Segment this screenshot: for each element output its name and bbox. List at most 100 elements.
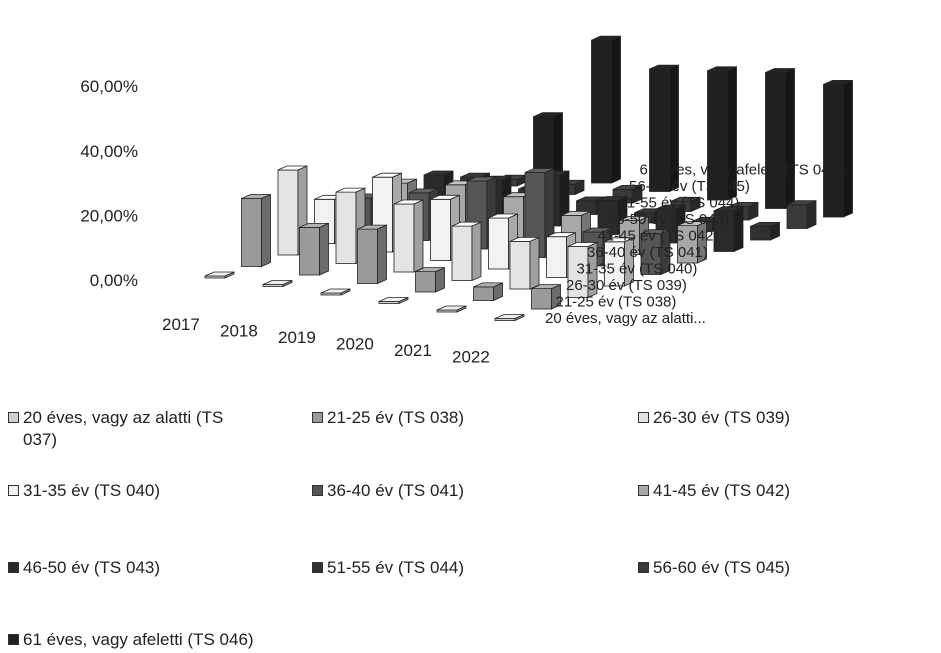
y-tick-label: 40,00% (80, 142, 138, 161)
x-tick-label: 2018 (220, 322, 258, 341)
depth-tick-label: 41-45 év (TS 042) (598, 228, 719, 245)
bar (591, 35, 621, 184)
bar-top-face (335, 187, 366, 193)
x-tick-label: 2017 (162, 315, 200, 334)
bar-side-face (319, 222, 329, 276)
legend-label: 36-40 év (TS 041) (327, 481, 465, 500)
bar-top-face (567, 242, 598, 247)
bar-side-face (471, 221, 482, 282)
legend-swatch (638, 485, 649, 496)
bar-top-face (436, 305, 467, 311)
y-tick-label: 60,00% (80, 77, 138, 96)
legend-label: 46-50 év (TS 043) (23, 558, 161, 577)
legend-item: 56-60 év (TS 045) (638, 557, 938, 579)
bar-top-face (765, 68, 795, 73)
bar-front-face (786, 204, 808, 229)
bar-top-face (494, 314, 525, 319)
bar-front-face (765, 72, 786, 209)
legend-swatch (312, 412, 323, 423)
chart-area: 0,00% 20,00% 40,00% 60,00% 2017 2018 2019 2020 2… (80, 35, 853, 367)
bar-top-face (357, 224, 387, 230)
bar-side-face (733, 206, 744, 253)
bar-side-face (261, 193, 271, 268)
bar (604, 237, 634, 287)
bar (750, 221, 780, 241)
bar-top-face (408, 188, 439, 194)
bar-front-face (430, 198, 451, 261)
bar (677, 220, 707, 264)
bar (765, 67, 795, 210)
bar-front-face (488, 217, 509, 270)
bar-front-face (357, 228, 378, 284)
legend-swatch (8, 562, 19, 573)
bar-side-face (785, 67, 795, 210)
bar-top-face (655, 204, 686, 210)
depth-tick-label: 56-60 év (TS 045) (629, 178, 750, 195)
legend-swatch (638, 412, 649, 423)
bar-top-face (430, 194, 460, 200)
legend-item: 20 éves, vagy az alatti (TS 037) (8, 407, 258, 451)
bar-top-face (241, 194, 271, 199)
depth-tick-label: 31-35 év (TS 040) (577, 261, 698, 278)
x-tick-label: 2022 (452, 348, 490, 367)
bar (713, 206, 744, 253)
bar-top-face (531, 284, 561, 290)
bar (640, 229, 671, 276)
bar-front-face (750, 225, 771, 241)
bar (415, 266, 445, 293)
bar-top-face (393, 199, 424, 205)
bar-top-face (582, 227, 613, 233)
legend-item: 21-25 év (TS 038) (312, 407, 612, 429)
column-chart-3d: 0,00% 20,00% 40,00% 60,00% 2017 2018 2019 2020 2… (80, 35, 853, 367)
legend-item: 26-30 év (TS 039) (638, 407, 938, 429)
depth-tick-label: 51-55 év (TS 044) (619, 195, 740, 212)
bar-front-face (546, 236, 567, 278)
bar-front-face (277, 169, 299, 256)
bar-front-face (823, 84, 844, 218)
bar-top-face (786, 200, 817, 206)
legend-label: 31-35 év (TS 040) (23, 481, 161, 500)
bar-front-face (335, 191, 357, 264)
bar-front-face (451, 225, 473, 281)
legend-swatch (312, 485, 323, 496)
bar-top-face (378, 297, 409, 302)
depth-tick-label: 61 éves, vagy afeletti (TS 046) (640, 162, 843, 179)
bar (649, 64, 679, 193)
bar-top-face (649, 64, 679, 70)
bar-top-face (546, 232, 576, 238)
bar-top-face (533, 112, 563, 118)
legend-item: 41-45 év (TS 042) (638, 480, 938, 502)
bar (707, 66, 737, 201)
bar-side-face (553, 112, 563, 176)
bar-side-face (611, 35, 621, 184)
bar-top-face (488, 213, 518, 219)
bar-top-face (561, 210, 591, 216)
bar-top-face (823, 80, 853, 85)
bar-top-face (415, 267, 445, 273)
bar (262, 279, 293, 288)
bar-top-face (473, 282, 503, 288)
bar-top-face (524, 168, 555, 173)
legend-swatch (312, 562, 323, 573)
depth-tick-label: 36-40 év (TS 041) (587, 244, 708, 261)
bar-top-face (597, 196, 628, 201)
bar-top-face (423, 170, 454, 176)
bar (241, 193, 271, 268)
bar-top-face (604, 237, 634, 243)
x-tick-label: 2020 (336, 335, 374, 354)
bar (393, 199, 424, 273)
legend-item: 46-50 év (TS 043) (8, 557, 308, 579)
bar (531, 283, 561, 310)
legend-label: 41-45 év (TS 042) (653, 481, 791, 500)
bar (357, 224, 387, 285)
bar-top-face (262, 280, 293, 285)
legend-label: 56-60 év (TS 045) (653, 558, 791, 577)
chart-legend: 20 éves, vagy az alatti (TS 037) 21-25 év… (0, 395, 941, 653)
bar-top-face (466, 176, 497, 182)
depth-tick-label: 20 éves, vagy az alatti... (545, 310, 706, 327)
bar (320, 288, 351, 296)
legend-label: 61 éves, vagy afeletti (TS 046) (23, 630, 254, 649)
x-tick-label: 2021 (394, 341, 432, 360)
bar-front-face (415, 271, 436, 293)
bar-top-face (612, 184, 643, 190)
